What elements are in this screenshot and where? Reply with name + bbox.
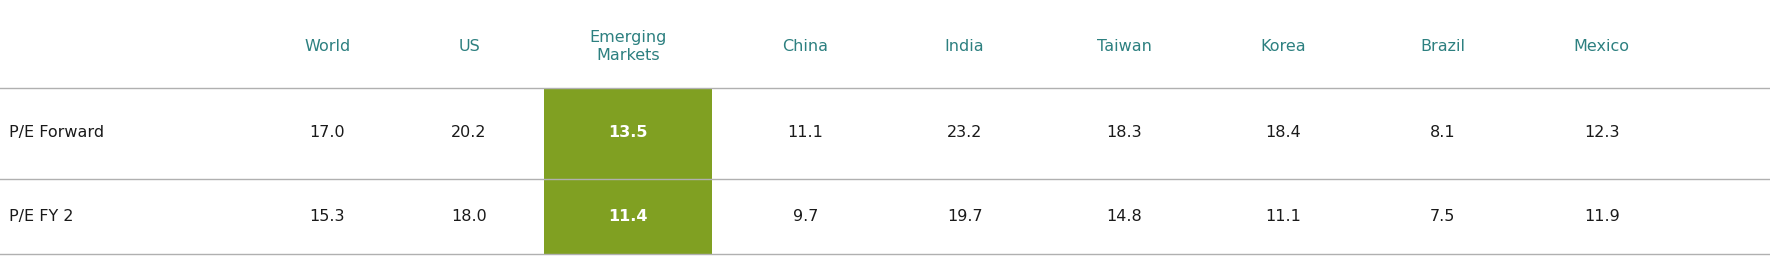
Text: 19.7: 19.7 — [947, 209, 982, 224]
Text: Korea: Korea — [1260, 39, 1306, 54]
Text: 20.2: 20.2 — [451, 125, 487, 140]
Bar — [545, 88, 712, 254]
Text: 17.0: 17.0 — [310, 125, 345, 140]
Text: US: US — [458, 39, 480, 54]
Text: 18.0: 18.0 — [451, 209, 487, 224]
Text: P/E FY 2: P/E FY 2 — [9, 209, 73, 224]
Text: 12.3: 12.3 — [1584, 125, 1620, 140]
Text: 11.1: 11.1 — [788, 125, 823, 140]
Text: 15.3: 15.3 — [310, 209, 345, 224]
Text: 13.5: 13.5 — [609, 125, 648, 140]
Text: 11.1: 11.1 — [1266, 209, 1301, 224]
Text: Mexico: Mexico — [1574, 39, 1630, 54]
Text: 11.9: 11.9 — [1584, 209, 1620, 224]
Text: 7.5: 7.5 — [1430, 209, 1455, 224]
Text: 9.7: 9.7 — [793, 209, 818, 224]
Text: 8.1: 8.1 — [1430, 125, 1455, 140]
Text: 11.4: 11.4 — [609, 209, 648, 224]
Text: Brazil: Brazil — [1420, 39, 1466, 54]
Text: 18.4: 18.4 — [1266, 125, 1301, 140]
Text: P/E Forward: P/E Forward — [9, 125, 104, 140]
Text: Emerging
Markets: Emerging Markets — [589, 30, 667, 63]
Text: 14.8: 14.8 — [1106, 209, 1142, 224]
Text: 18.3: 18.3 — [1106, 125, 1142, 140]
Text: 23.2: 23.2 — [947, 125, 982, 140]
Text: World: World — [304, 39, 350, 54]
Text: China: China — [782, 39, 828, 54]
Text: Taiwan: Taiwan — [1096, 39, 1152, 54]
Text: India: India — [945, 39, 984, 54]
